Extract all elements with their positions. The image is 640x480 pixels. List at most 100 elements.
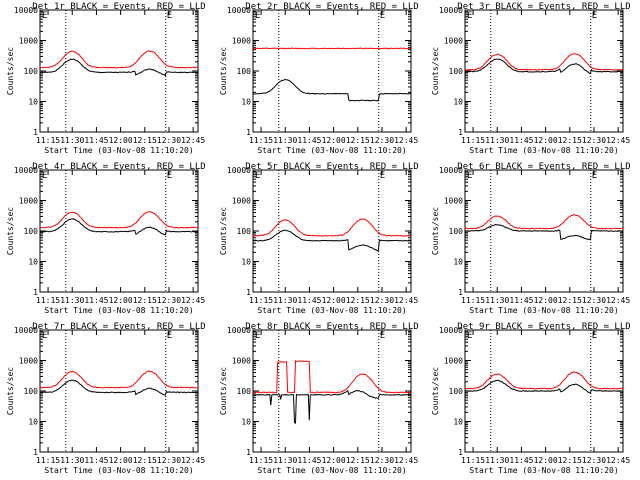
y-axis-label: Counts/sec: [431, 47, 440, 95]
y-tick-label: 10: [28, 258, 38, 267]
x-tick-label: 12:45: [606, 296, 630, 305]
y-tick-label: 10: [28, 418, 38, 427]
y-tick-label: 10000: [227, 166, 251, 175]
series-line-events: [39, 379, 199, 396]
series-line-lld: [39, 370, 199, 389]
plot-frame: [252, 169, 412, 293]
y-tick-label: 100: [24, 387, 39, 396]
y-tick-label: 10000: [227, 326, 251, 335]
series-line-lld: [464, 214, 624, 230]
x-tick-label: 12:45: [606, 136, 630, 145]
corner-mark: E: [42, 11, 47, 21]
x-tick-label: 11:45: [84, 136, 108, 145]
corner-mark: E: [255, 171, 260, 181]
x-tick-label: 11:15: [36, 456, 60, 465]
x-axis-label: Start Time (03-Nov-08 11:10:20): [44, 146, 193, 155]
x-tick-label: 11:30: [273, 136, 297, 145]
panel-title: Det 7r BLACK = Events, RED = LLD: [32, 322, 205, 332]
detector-panel-7: Det 7r BLACK = Events, RED = LLD 1 10 100 10…: [6, 322, 206, 475]
series-line-lld: [464, 371, 624, 390]
corner-mark: E: [380, 171, 385, 181]
y-axis-label: Counts/sec: [219, 47, 228, 95]
corner-mark: E: [467, 331, 472, 341]
x-axis-label: Start Time (03-Nov-08 11:10:20): [44, 466, 193, 475]
series-line-lld: [253, 360, 412, 394]
y-tick-label: 100: [449, 227, 464, 236]
corner-mark: E: [467, 11, 472, 21]
x-tick-label: 12:15: [133, 456, 157, 465]
x-tick-label: 12:45: [181, 456, 205, 465]
y-tick-label: 1: [246, 288, 251, 297]
detector-panel-4: Det 4r BLACK = Events, RED = LLD 1 10 100 10…: [6, 162, 206, 315]
corner-mark: E: [467, 171, 472, 181]
corner-mark: E: [592, 331, 597, 341]
x-tick-label: 12:30: [582, 136, 606, 145]
y-axis-label: Counts/sec: [6, 367, 15, 415]
y-tick-label: 1: [458, 128, 463, 137]
detector-panel-2: Det 2r BLACK = Events, RED = LLD 1 10 100 10…: [219, 2, 419, 155]
series-line-events: [39, 58, 198, 77]
x-tick-label: 11:15: [461, 456, 485, 465]
y-tick-label: 1000: [232, 37, 251, 46]
x-tick-label: 11:45: [509, 456, 533, 465]
x-tick-label: 11:45: [84, 456, 108, 465]
x-tick-label: 11:30: [60, 296, 84, 305]
x-tick-label: 11:45: [297, 456, 321, 465]
x-tick-label: 11:30: [273, 296, 297, 305]
corner-mark: E: [167, 331, 172, 341]
y-tick-label: 10: [453, 98, 463, 107]
series-line-events: [253, 389, 412, 424]
y-tick-label: 10: [241, 258, 251, 267]
x-tick-label: 11:30: [485, 136, 509, 145]
detector-panel-5: Det 5r BLACK = Events, RED = LLD 1 10 100 10…: [219, 162, 419, 315]
detector-panel-9: Det 9r BLACK = Events, RED = LLD 1 10 100 10…: [431, 322, 631, 475]
y-tick-label: 1000: [19, 357, 38, 366]
x-tick-label: 12:45: [181, 136, 205, 145]
x-tick-label: 12:45: [394, 136, 418, 145]
y-tick-label: 1000: [19, 197, 38, 206]
x-tick-label: 12:00: [534, 456, 558, 465]
corner-mark: E: [380, 11, 385, 21]
x-tick-label: 12:30: [157, 296, 181, 305]
series-line-events: [465, 58, 624, 75]
x-tick-label: 12:15: [346, 136, 370, 145]
detector-panel-3: Det 3r BLACK = Events, RED = LLD 1 10 100 10…: [431, 2, 631, 155]
x-tick-label: 12:00: [109, 136, 133, 145]
y-tick-label: 10000: [439, 166, 463, 175]
plot-frame: [252, 9, 412, 133]
x-tick-label: 12:45: [394, 456, 418, 465]
corner-mark: E: [592, 171, 597, 181]
x-tick-label: 12:30: [582, 456, 606, 465]
x-tick-label: 12:15: [558, 296, 582, 305]
series-line-lld: [39, 211, 199, 229]
detector-panel-1: Det 1r BLACK = Events, RED = LLD 1 10 100 10…: [6, 2, 206, 155]
y-axis-label: Counts/sec: [219, 207, 228, 255]
x-tick-label: 11:15: [461, 136, 485, 145]
panel-title: Det 8r BLACK = Events, RED = LLD: [245, 322, 418, 332]
x-tick-label: 11:30: [485, 456, 509, 465]
x-tick-label: 12:30: [370, 136, 394, 145]
series-line-lld: [252, 47, 412, 50]
panel-title: Det 1r BLACK = Events, RED = LLD: [32, 2, 205, 12]
corner-mark: E: [167, 11, 172, 21]
panel-title: Det 4r BLACK = Events, RED = LLD: [32, 162, 205, 172]
x-tick-label: 12:45: [394, 296, 418, 305]
x-tick-label: 12:00: [534, 296, 558, 305]
series-line-events: [252, 229, 412, 252]
series-line-lld: [252, 218, 412, 237]
y-tick-label: 1000: [444, 357, 463, 366]
x-tick-label: 12:00: [322, 456, 346, 465]
x-tick-label: 12:45: [181, 296, 205, 305]
x-tick-label: 11:15: [249, 456, 273, 465]
y-axis-label: Counts/sec: [6, 207, 15, 255]
y-tick-label: 1000: [444, 37, 463, 46]
y-axis-label: Counts/sec: [431, 367, 440, 415]
panel-title: Det 2r BLACK = Events, RED = LLD: [245, 2, 418, 12]
plot-frame: [464, 9, 624, 133]
y-tick-label: 100: [449, 387, 464, 396]
y-axis-label: Counts/sec: [431, 207, 440, 255]
y-tick-label: 10000: [14, 166, 38, 175]
x-tick-label: 11:45: [297, 296, 321, 305]
x-axis-label: Start Time (03-Nov-08 11:10:20): [44, 306, 193, 315]
